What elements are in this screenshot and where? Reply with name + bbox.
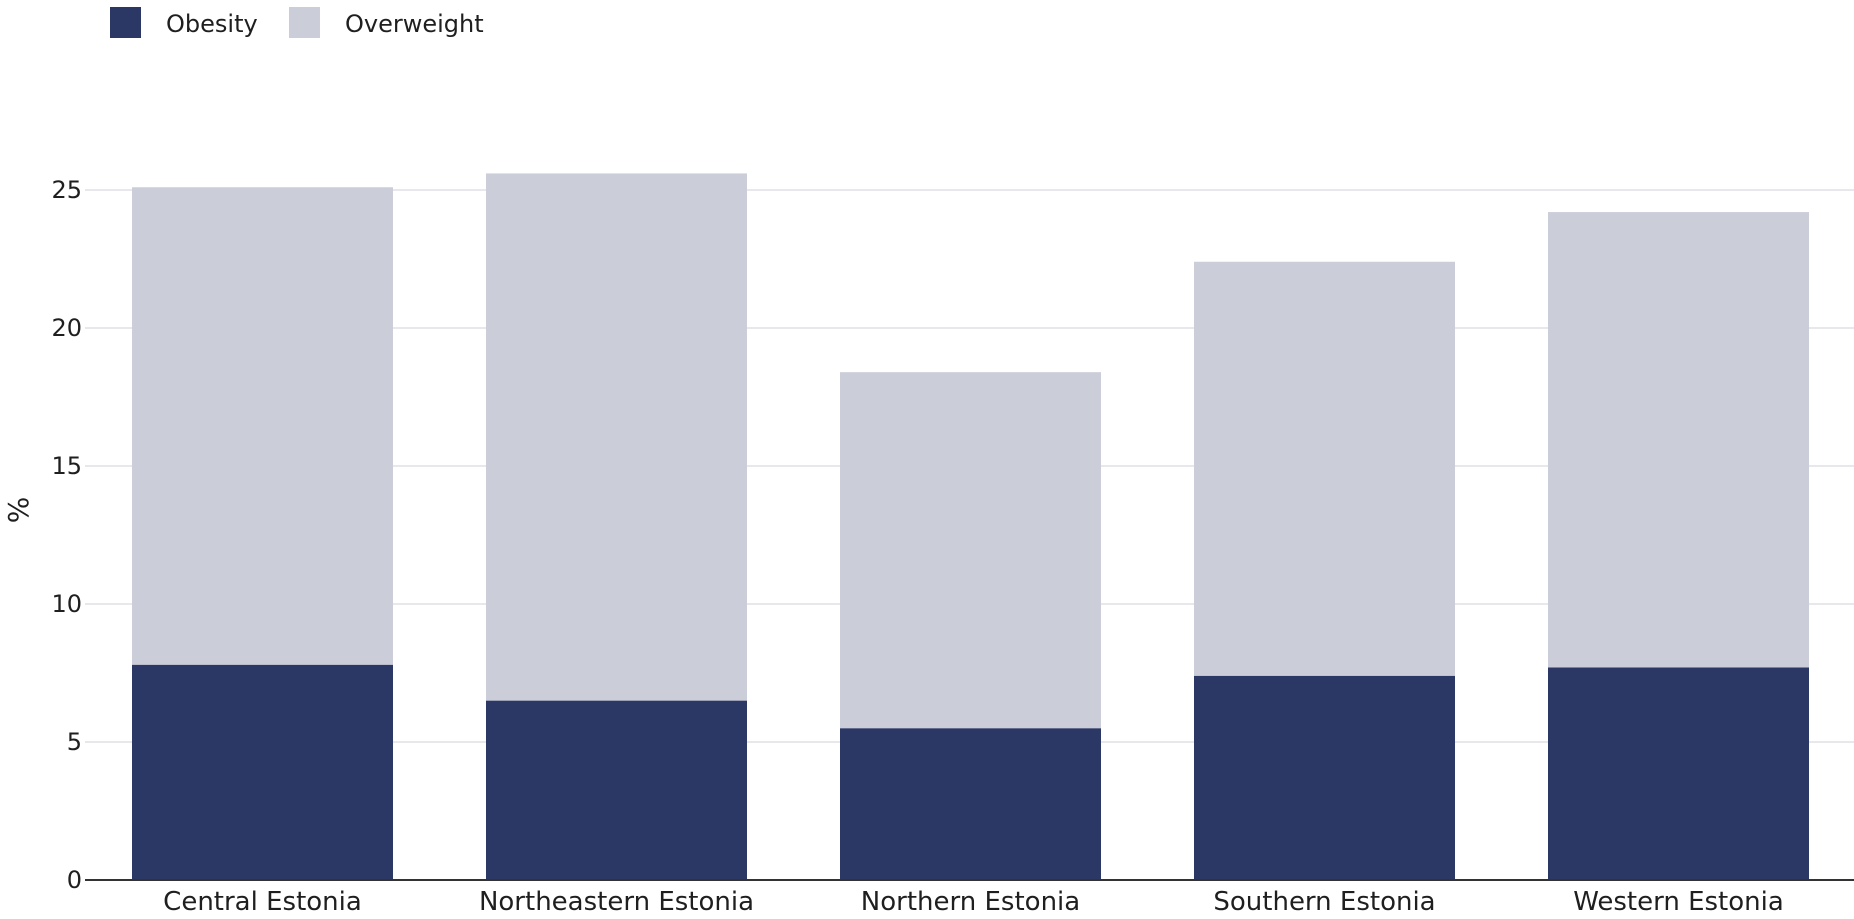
y-axis-ticks: 0 5 10 15 20 25 (51, 176, 82, 894)
legend: Obesity Overweight (110, 7, 484, 38)
obesity-bar (840, 728, 1101, 880)
overweight-bar (486, 173, 747, 701)
y-axis-title: % (2, 497, 35, 524)
x-axis-categories: Central Estonia Northeastern Estonia North… (163, 887, 1784, 917)
overweight-bar (132, 187, 393, 665)
y-tick-label: 25 (51, 176, 82, 204)
y-tick-label: 10 (51, 590, 82, 618)
x-category-label: Central Estonia (163, 887, 362, 917)
bars (132, 173, 1809, 880)
obesity-bar (486, 700, 747, 880)
legend-overweight-swatch (289, 7, 320, 38)
overweight-bar (1194, 261, 1455, 676)
x-category-label: Northeastern Estonia (479, 887, 754, 917)
y-tick-label: 15 (51, 452, 82, 480)
obesity-bar (1548, 667, 1809, 880)
y-tick-label: 5 (67, 728, 82, 756)
y-tick-label: 0 (67, 866, 82, 894)
x-category-label: Western Estonia (1573, 887, 1784, 917)
x-category-label: Northern Estonia (861, 887, 1080, 917)
obesity-bar (1194, 675, 1455, 880)
overweight-bar (840, 372, 1101, 729)
legend-obesity-swatch (110, 7, 141, 38)
obesity-bar (132, 664, 393, 880)
y-tick-label: 20 (51, 314, 82, 342)
legend-obesity-label: Obesity (166, 10, 258, 38)
legend-overweight-label: Overweight (345, 10, 484, 38)
overweight-bar (1548, 212, 1809, 668)
x-category-label: Southern Estonia (1213, 887, 1435, 917)
